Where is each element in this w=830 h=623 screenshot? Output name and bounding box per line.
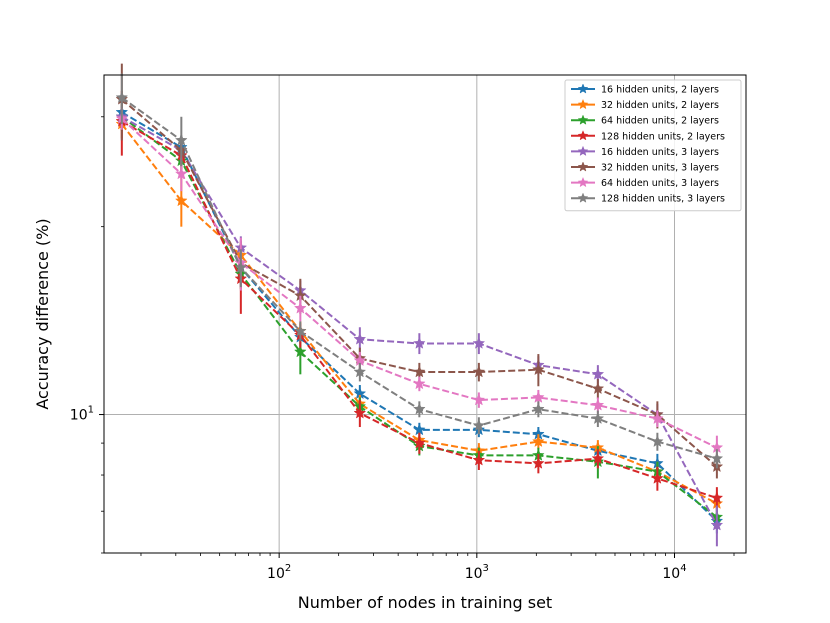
legend-label: 32 hidden units, 2 layers: [601, 100, 719, 111]
data-point: [472, 393, 486, 406]
legend-swatch-marker: [577, 114, 589, 125]
legend-label: 128 hidden units, 2 layers: [601, 131, 725, 142]
data-point: [472, 418, 486, 432]
series-8: [115, 73, 724, 469]
data-point: [174, 133, 188, 146]
data-point: [412, 423, 426, 436]
data-point: [532, 390, 545, 403]
legend-label: 16 hidden units, 3 layers: [601, 147, 719, 158]
data-point: [710, 491, 724, 504]
legend-item: 16 hidden units, 2 layers: [571, 83, 719, 96]
legend-label: 32 hidden units, 3 layers: [601, 163, 719, 174]
data-point: [412, 336, 426, 349]
data-point: [651, 411, 664, 425]
data-point: [174, 167, 188, 180]
data-point: [532, 434, 545, 448]
data-point: [651, 434, 664, 448]
data-point: [591, 451, 605, 465]
data-point: [591, 382, 605, 395]
data-point: [293, 345, 307, 358]
plot-area-frame: [103, 74, 747, 554]
legend-label: 64 hidden units, 3 layers: [601, 178, 719, 189]
legend-swatch-marker: [577, 98, 589, 110]
legend-swatch-marker: [577, 192, 589, 203]
data-point: [472, 336, 486, 349]
data-point: [591, 398, 605, 411]
data-point: [234, 260, 248, 273]
legend-box: [564, 79, 742, 212]
y-axis-label: Accuracy difference (%): [33, 218, 52, 409]
legend-item: 32 hidden units, 2 layers: [571, 98, 719, 111]
data-point: [472, 453, 486, 466]
legend-label: 16 hidden units, 2 layers: [601, 85, 719, 96]
data-point: [412, 377, 426, 390]
ticks: 102 103 104 101: [70, 116, 735, 582]
data-point: [710, 518, 724, 531]
data-point: [412, 365, 426, 378]
x-tick-label: 102: [267, 563, 291, 582]
data-point: [532, 363, 545, 376]
data-point: [591, 367, 605, 380]
legend-item: 16 hidden units, 3 layers: [571, 145, 719, 158]
x-tick-label: 104: [662, 563, 686, 582]
data-point: [412, 436, 426, 449]
x-axis-label: Number of nodes in training set: [298, 593, 552, 612]
data-point: [174, 194, 188, 207]
data-point: [532, 456, 545, 469]
x-tick-label: 103: [465, 563, 489, 582]
legend-item: 128 hidden units, 3 layers: [571, 192, 725, 205]
legend-item: 64 hidden units, 2 layers: [571, 114, 719, 127]
legend-swatch-marker: [577, 83, 589, 94]
legend-label: 128 hidden units, 3 layers: [601, 194, 725, 205]
data-point: [293, 324, 307, 337]
legend-swatch-marker: [577, 161, 589, 172]
legend-swatch-marker: [577, 145, 589, 156]
legend-swatch-marker: [577, 130, 589, 141]
legend-item: 32 hidden units, 3 layers: [571, 161, 719, 174]
data-point: [115, 90, 129, 104]
legend: 16 hidden units, 2 layers 32 hidden units…: [564, 79, 742, 212]
legend-item: 128 hidden units, 2 layers: [571, 130, 725, 142]
series-layer: [115, 63, 724, 547]
legend-item: 64 hidden units, 3 layers: [571, 176, 719, 189]
data-point: [591, 411, 605, 425]
data-point: [532, 402, 545, 415]
legend-swatch-marker: [577, 176, 589, 188]
data-point: [412, 402, 426, 415]
data-point: [651, 471, 664, 484]
data-point: [353, 332, 367, 345]
data-point: [710, 451, 724, 465]
data-point: [472, 365, 486, 378]
data-point: [353, 406, 367, 419]
y-tick-label: 101: [70, 405, 94, 424]
legend-label: 64 hidden units, 2 layers: [601, 116, 719, 127]
data-point: [353, 365, 367, 378]
data-point: [293, 301, 307, 314]
